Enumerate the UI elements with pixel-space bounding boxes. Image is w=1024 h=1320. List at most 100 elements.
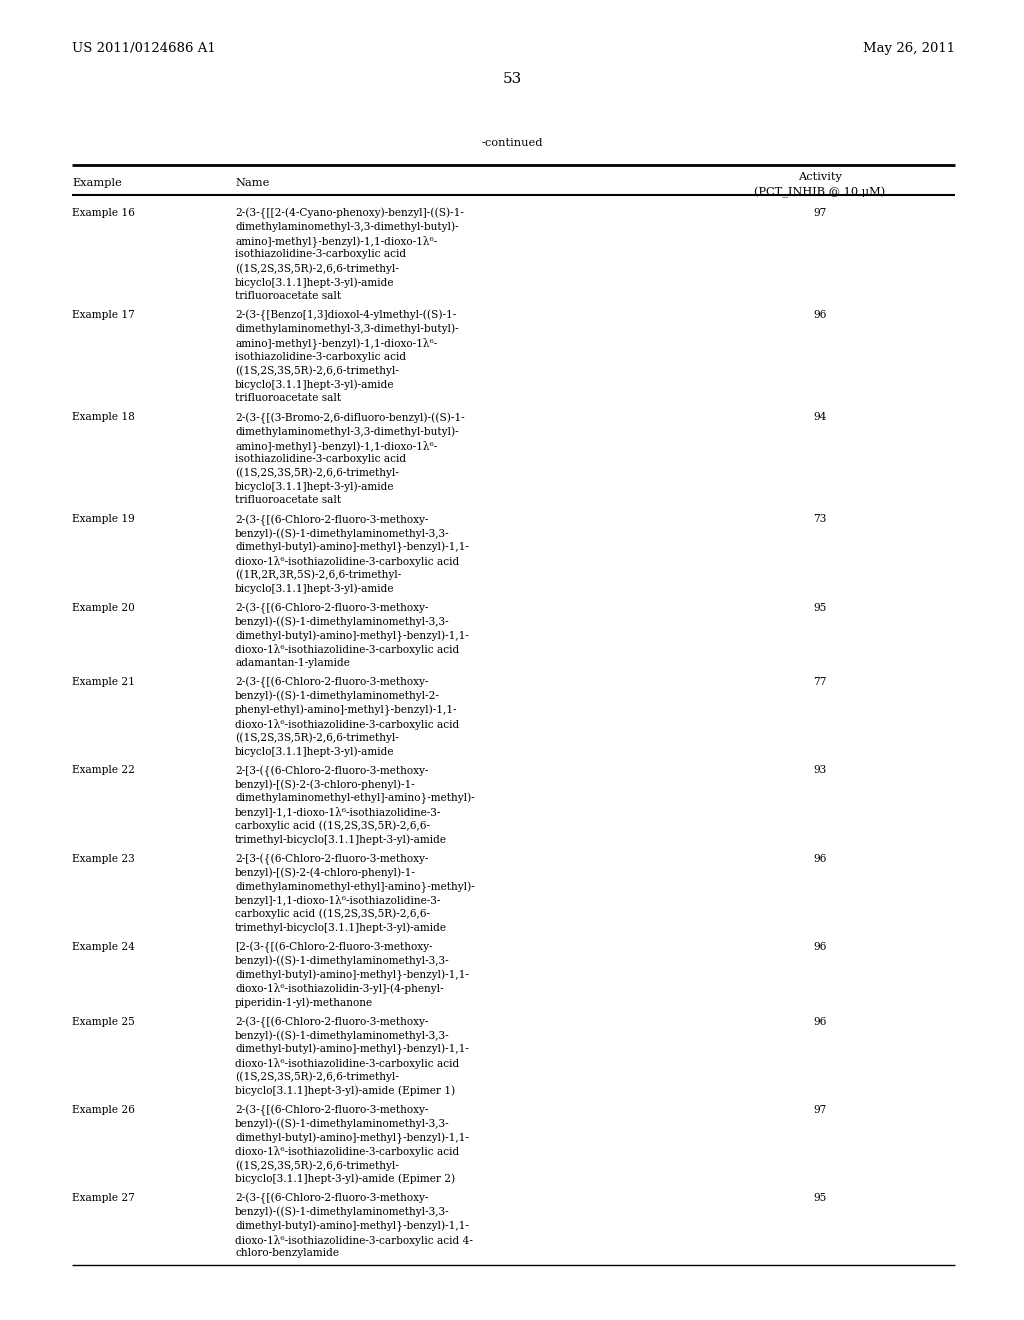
Text: bicyclo[3.1.1]hept-3-yl)-amide: bicyclo[3.1.1]hept-3-yl)-amide [234, 746, 394, 756]
Text: Example 24: Example 24 [72, 942, 135, 952]
Text: trifluoroacetate salt: trifluoroacetate salt [234, 290, 341, 301]
Text: 2-(3-{[[2-(4-Cyano-phenoxy)-benzyl]-((S)-1-: 2-(3-{[[2-(4-Cyano-phenoxy)-benzyl]-((S)… [234, 209, 464, 219]
Text: isothiazolidine-3-carboxylic acid: isothiazolidine-3-carboxylic acid [234, 249, 407, 260]
Text: dioxo-1λ⁶-isothiazolidine-3-carboxylic acid: dioxo-1λ⁶-isothiazolidine-3-carboxylic a… [234, 718, 459, 730]
Text: benzyl)-[(S)-2-(4-chloro-phenyl)-1-: benzyl)-[(S)-2-(4-chloro-phenyl)-1- [234, 867, 416, 878]
Text: [2-(3-{[(6-Chloro-2-fluoro-3-methoxy-: [2-(3-{[(6-Chloro-2-fluoro-3-methoxy- [234, 942, 432, 953]
Text: dioxo-1λ⁶-isothiazolidine-3-carboxylic acid: dioxo-1λ⁶-isothiazolidine-3-carboxylic a… [234, 556, 459, 566]
Text: benzyl)-[(S)-2-(3-chloro-phenyl)-1-: benzyl)-[(S)-2-(3-chloro-phenyl)-1- [234, 779, 416, 789]
Text: dimethyl-butyl)-amino]-methyl}-benzyl)-1,1-: dimethyl-butyl)-amino]-methyl}-benzyl)-1… [234, 1133, 469, 1143]
Text: dioxo-1λ⁶-isothiazolidine-3-carboxylic acid 4-: dioxo-1λ⁶-isothiazolidine-3-carboxylic a… [234, 1234, 473, 1246]
Text: benzyl]-1,1-dioxo-1λ⁶-isothiazolidine-3-: benzyl]-1,1-dioxo-1λ⁶-isothiazolidine-3- [234, 895, 441, 906]
Text: dimethylaminomethyl-3,3-dimethyl-butyl)-: dimethylaminomethyl-3,3-dimethyl-butyl)- [234, 323, 459, 334]
Text: bicyclo[3.1.1]hept-3-yl)-amide: bicyclo[3.1.1]hept-3-yl)-amide [234, 583, 394, 594]
Text: phenyl-ethyl)-amino]-methyl}-benzyl)-1,1-: phenyl-ethyl)-amino]-methyl}-benzyl)-1,1… [234, 705, 458, 715]
Text: 93: 93 [813, 766, 826, 775]
Text: Name: Name [234, 178, 269, 187]
Text: dioxo-1λ⁶-isothiazolidine-3-carboxylic acid: dioxo-1λ⁶-isothiazolidine-3-carboxylic a… [234, 1057, 459, 1069]
Text: amino]-methyl}-benzyl)-1,1-dioxo-1λ⁶-: amino]-methyl}-benzyl)-1,1-dioxo-1λ⁶- [234, 338, 437, 350]
Text: ((1S,2S,3S,5R)-2,6,6-trimethyl-: ((1S,2S,3S,5R)-2,6,6-trimethyl- [234, 467, 399, 478]
Text: 2-(3-{[(6-Chloro-2-fluoro-3-methoxy-: 2-(3-{[(6-Chloro-2-fluoro-3-methoxy- [234, 1105, 428, 1117]
Text: bicyclo[3.1.1]hept-3-yl)-amide: bicyclo[3.1.1]hept-3-yl)-amide [234, 277, 394, 288]
Text: ((1S,2S,3S,5R)-2,6,6-trimethyl-: ((1S,2S,3S,5R)-2,6,6-trimethyl- [234, 1160, 399, 1171]
Text: benzyl)-((S)-1-dimethylaminomethyl-3,3-: benzyl)-((S)-1-dimethylaminomethyl-3,3- [234, 1118, 450, 1129]
Text: carboxylic acid ((1S,2S,3S,5R)-2,6,6-: carboxylic acid ((1S,2S,3S,5R)-2,6,6- [234, 821, 430, 832]
Text: benzyl)-((S)-1-dimethylaminomethyl-3,3-: benzyl)-((S)-1-dimethylaminomethyl-3,3- [234, 1206, 450, 1217]
Text: 2-(3-{[Benzo[1,3]dioxol-4-ylmethyl-((S)-1-: 2-(3-{[Benzo[1,3]dioxol-4-ylmethyl-((S)-… [234, 310, 457, 322]
Text: Example 17: Example 17 [72, 310, 135, 321]
Text: piperidin-1-yl)-methanone: piperidin-1-yl)-methanone [234, 997, 373, 1007]
Text: dimethyl-butyl)-amino]-methyl}-benzyl)-1,1-: dimethyl-butyl)-amino]-methyl}-benzyl)-1… [234, 543, 469, 553]
Text: adamantan-1-ylamide: adamantan-1-ylamide [234, 657, 350, 668]
Text: dimethyl-butyl)-amino]-methyl}-benzyl)-1,1-: dimethyl-butyl)-amino]-methyl}-benzyl)-1… [234, 1221, 469, 1232]
Text: 97: 97 [813, 1105, 826, 1115]
Text: dimethylaminomethyl-3,3-dimethyl-butyl)-: dimethylaminomethyl-3,3-dimethyl-butyl)- [234, 222, 459, 232]
Text: ((1R,2R,3R,5S)-2,6,6-trimethyl-: ((1R,2R,3R,5S)-2,6,6-trimethyl- [234, 569, 401, 579]
Text: Example 22: Example 22 [72, 766, 135, 775]
Text: dimethyl-butyl)-amino]-methyl}-benzyl)-1,1-: dimethyl-butyl)-amino]-methyl}-benzyl)-1… [234, 970, 469, 981]
Text: ((1S,2S,3S,5R)-2,6,6-trimethyl-: ((1S,2S,3S,5R)-2,6,6-trimethyl- [234, 1072, 399, 1082]
Text: amino]-methyl}-benzyl)-1,1-dioxo-1λ⁶-: amino]-methyl}-benzyl)-1,1-dioxo-1λ⁶- [234, 440, 437, 451]
Text: Example 21: Example 21 [72, 677, 135, 688]
Text: trimethyl-bicyclo[3.1.1]hept-3-yl)-amide: trimethyl-bicyclo[3.1.1]hept-3-yl)-amide [234, 834, 447, 845]
Text: 2-(3-{[(6-Chloro-2-fluoro-3-methoxy-: 2-(3-{[(6-Chloro-2-fluoro-3-methoxy- [234, 515, 428, 525]
Text: -continued: -continued [481, 139, 543, 148]
Text: trifluoroacetate salt: trifluoroacetate salt [234, 495, 341, 506]
Text: ((1S,2S,3S,5R)-2,6,6-trimethyl-: ((1S,2S,3S,5R)-2,6,6-trimethyl- [234, 733, 399, 743]
Text: dimethyl-butyl)-amino]-methyl}-benzyl)-1,1-: dimethyl-butyl)-amino]-methyl}-benzyl)-1… [234, 630, 469, 642]
Text: 2-(3-{[(6-Chloro-2-fluoro-3-methoxy-: 2-(3-{[(6-Chloro-2-fluoro-3-methoxy- [234, 1193, 428, 1204]
Text: bicyclo[3.1.1]hept-3-yl)-amide (Epimer 1): bicyclo[3.1.1]hept-3-yl)-amide (Epimer 1… [234, 1085, 455, 1096]
Text: isothiazolidine-3-carboxylic acid: isothiazolidine-3-carboxylic acid [234, 351, 407, 362]
Text: 53: 53 [503, 73, 521, 86]
Text: Example 27: Example 27 [72, 1193, 135, 1203]
Text: 2-(3-{[(6-Chloro-2-fluoro-3-methoxy-: 2-(3-{[(6-Chloro-2-fluoro-3-methoxy- [234, 603, 428, 614]
Text: chloro-benzylamide: chloro-benzylamide [234, 1249, 339, 1258]
Text: US 2011/0124686 A1: US 2011/0124686 A1 [72, 42, 216, 55]
Text: (PCT_INHIB @ 10 μM): (PCT_INHIB @ 10 μM) [755, 186, 886, 198]
Text: 95: 95 [813, 1193, 826, 1203]
Text: dioxo-1λ⁶-isothiazolidin-3-yl]-(4-phenyl-: dioxo-1λ⁶-isothiazolidin-3-yl]-(4-phenyl… [234, 983, 443, 994]
Text: Example 26: Example 26 [72, 1105, 135, 1115]
Text: bicyclo[3.1.1]hept-3-yl)-amide (Epimer 2): bicyclo[3.1.1]hept-3-yl)-amide (Epimer 2… [234, 1173, 455, 1184]
Text: dimethyl-butyl)-amino]-methyl}-benzyl)-1,1-: dimethyl-butyl)-amino]-methyl}-benzyl)-1… [234, 1044, 469, 1056]
Text: dioxo-1λ⁶-isothiazolidine-3-carboxylic acid: dioxo-1λ⁶-isothiazolidine-3-carboxylic a… [234, 644, 459, 655]
Text: benzyl)-((S)-1-dimethylaminomethyl-3,3-: benzyl)-((S)-1-dimethylaminomethyl-3,3- [234, 528, 450, 539]
Text: amino]-methyl}-benzyl)-1,1-dioxo-1λ⁶-: amino]-methyl}-benzyl)-1,1-dioxo-1λ⁶- [234, 235, 437, 247]
Text: benzyl)-((S)-1-dimethylaminomethyl-3,3-: benzyl)-((S)-1-dimethylaminomethyl-3,3- [234, 956, 450, 966]
Text: ((1S,2S,3S,5R)-2,6,6-trimethyl-: ((1S,2S,3S,5R)-2,6,6-trimethyl- [234, 366, 399, 376]
Text: 96: 96 [813, 1016, 826, 1027]
Text: 96: 96 [813, 310, 826, 321]
Text: dimethylaminomethyl-ethyl]-amino}-methyl)-: dimethylaminomethyl-ethyl]-amino}-methyl… [234, 882, 475, 892]
Text: benzyl)-((S)-1-dimethylaminomethyl-3,3-: benzyl)-((S)-1-dimethylaminomethyl-3,3- [234, 1031, 450, 1041]
Text: 2-[3-({(6-Chloro-2-fluoro-3-methoxy-: 2-[3-({(6-Chloro-2-fluoro-3-methoxy- [234, 766, 428, 776]
Text: benzyl]-1,1-dioxo-1λ⁶-isothiazolidine-3-: benzyl]-1,1-dioxo-1λ⁶-isothiazolidine-3- [234, 807, 441, 818]
Text: Example 16: Example 16 [72, 209, 135, 218]
Text: trimethyl-bicyclo[3.1.1]hept-3-yl)-amide: trimethyl-bicyclo[3.1.1]hept-3-yl)-amide [234, 923, 447, 933]
Text: May 26, 2011: May 26, 2011 [863, 42, 955, 55]
Text: benzyl)-((S)-1-dimethylaminomethyl-2-: benzyl)-((S)-1-dimethylaminomethyl-2- [234, 690, 440, 701]
Text: benzyl)-((S)-1-dimethylaminomethyl-3,3-: benzyl)-((S)-1-dimethylaminomethyl-3,3- [234, 616, 450, 627]
Text: isothiazolidine-3-carboxylic acid: isothiazolidine-3-carboxylic acid [234, 454, 407, 463]
Text: carboxylic acid ((1S,2S,3S,5R)-2,6,6-: carboxylic acid ((1S,2S,3S,5R)-2,6,6- [234, 909, 430, 920]
Text: 2-(3-{[(6-Chloro-2-fluoro-3-methoxy-: 2-(3-{[(6-Chloro-2-fluoro-3-methoxy- [234, 1016, 428, 1028]
Text: Example: Example [72, 178, 122, 187]
Text: 94: 94 [813, 412, 826, 422]
Text: dimethylaminomethyl-3,3-dimethyl-butyl)-: dimethylaminomethyl-3,3-dimethyl-butyl)- [234, 426, 459, 437]
Text: Example 18: Example 18 [72, 412, 135, 422]
Text: dioxo-1λ⁶-isothiazolidine-3-carboxylic acid: dioxo-1λ⁶-isothiazolidine-3-carboxylic a… [234, 1146, 459, 1158]
Text: bicyclo[3.1.1]hept-3-yl)-amide: bicyclo[3.1.1]hept-3-yl)-amide [234, 379, 394, 389]
Text: Example 19: Example 19 [72, 515, 135, 524]
Text: 73: 73 [813, 515, 826, 524]
Text: 77: 77 [813, 677, 826, 688]
Text: 97: 97 [813, 209, 826, 218]
Text: 95: 95 [813, 603, 826, 612]
Text: 96: 96 [813, 942, 826, 952]
Text: 2-(3-{[(6-Chloro-2-fluoro-3-methoxy-: 2-(3-{[(6-Chloro-2-fluoro-3-methoxy- [234, 677, 428, 689]
Text: 2-(3-{[(3-Bromo-2,6-difluoro-benzyl)-((S)-1-: 2-(3-{[(3-Bromo-2,6-difluoro-benzyl)-((S… [234, 412, 465, 424]
Text: bicyclo[3.1.1]hept-3-yl)-amide: bicyclo[3.1.1]hept-3-yl)-amide [234, 482, 394, 492]
Text: Example 20: Example 20 [72, 603, 135, 612]
Text: 2-[3-({(6-Chloro-2-fluoro-3-methoxy-: 2-[3-({(6-Chloro-2-fluoro-3-methoxy- [234, 854, 428, 865]
Text: ((1S,2S,3S,5R)-2,6,6-trimethyl-: ((1S,2S,3S,5R)-2,6,6-trimethyl- [234, 263, 399, 273]
Text: trifluoroacetate salt: trifluoroacetate salt [234, 393, 341, 403]
Text: Example 23: Example 23 [72, 854, 135, 863]
